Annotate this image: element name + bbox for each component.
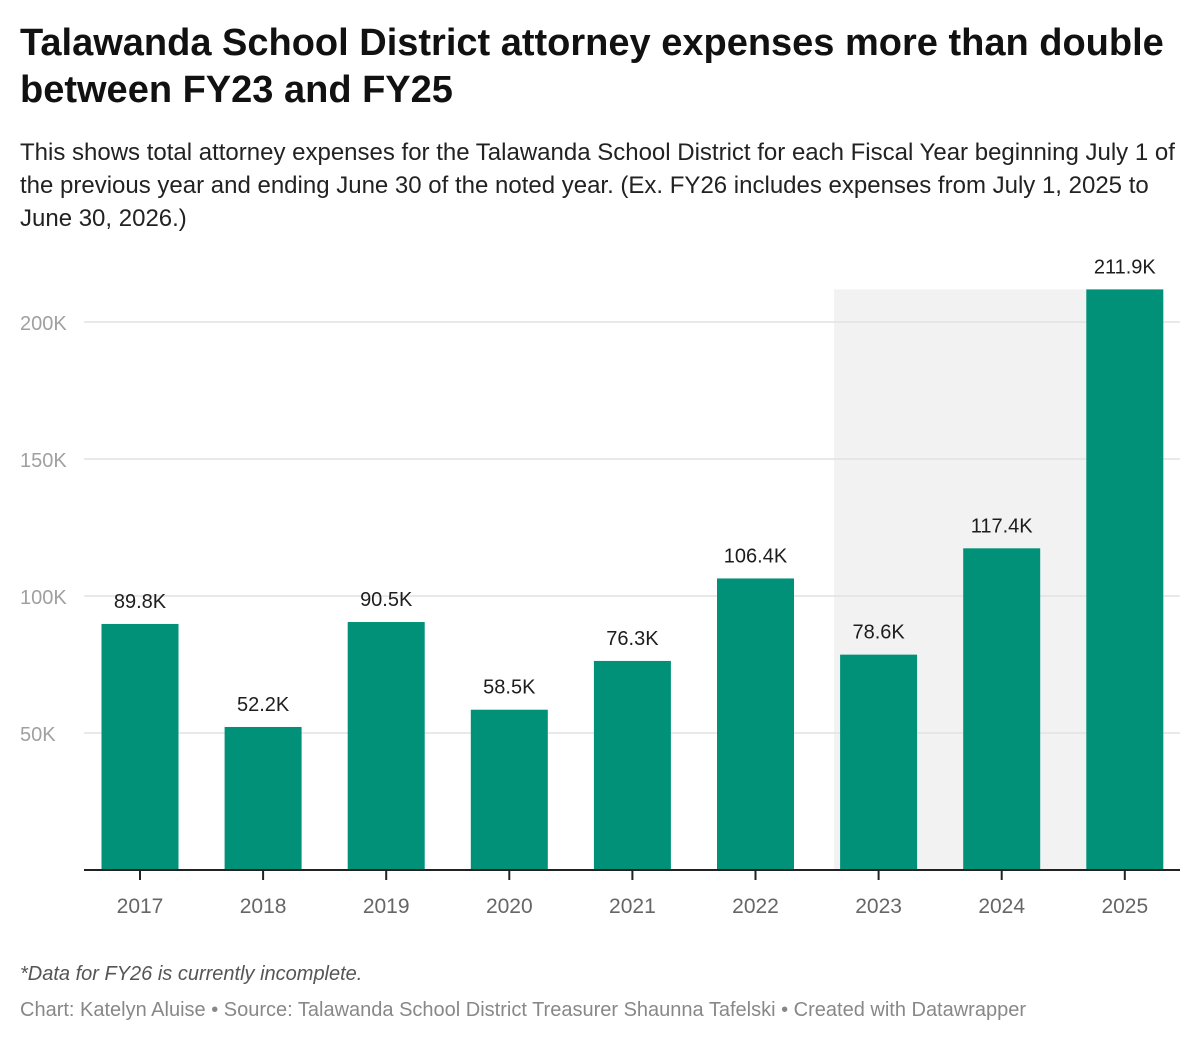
x-tick-label: 2021 [609,895,656,918]
x-tick-label: 2023 [855,895,902,918]
data-label: 117.4K [971,515,1034,537]
bar [963,548,1041,870]
bar [717,578,794,870]
x-tick-label: 2018 [240,895,287,918]
x-tick-label: 2019 [363,895,410,918]
x-tick-label: 2017 [117,895,164,918]
bar [1086,289,1164,870]
footnote: *Data for FY26 is currently incomplete. [20,963,363,985]
data-label: 76.3K [606,628,659,650]
data-label: 58.5K [483,677,536,699]
y-tick-label: 200K [20,313,67,335]
data-label: 78.6K [852,622,905,644]
data-label: 106.4K [724,545,788,567]
bar-chart: 50K 100K 150K 200K 89.8K 2017 52.2K 2018 90.5K 20… [20,256,1180,918]
x-tick-label: 2024 [978,895,1025,918]
chart-subtitle: This shows total attorney expenses for t… [20,139,1175,232]
x-tick-label: 2020 [486,895,533,918]
data-label: 211.9K [1094,256,1157,278]
x-tick-label: 2022 [732,895,779,918]
y-tick-label: 150K [20,450,67,472]
data-label: 90.5K [360,589,413,611]
data-label: 89.8K [114,591,167,613]
y-tick-label: 50K [20,724,56,746]
bar [840,654,918,870]
bar [224,726,302,870]
bar [470,709,548,870]
bar [101,623,179,870]
bar [593,660,671,870]
chart-title: Talawanda School District attorney expen… [20,22,1164,111]
y-tick-label: 100K [20,587,67,609]
bar [347,622,425,870]
data-label: 52.2K [237,694,290,716]
credits: Chart: Katelyn Aluise • Source: Talawand… [20,999,1026,1021]
x-tick-label: 2025 [1101,895,1148,918]
